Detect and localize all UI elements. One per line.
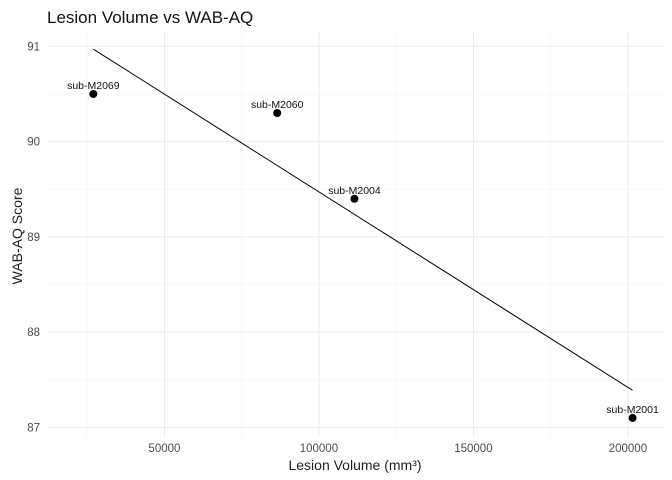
data-point [89, 89, 98, 98]
data-point [350, 194, 359, 203]
point-label: sub-M2069 [67, 80, 120, 92]
data-point [273, 109, 282, 117]
trend-line [93, 48, 633, 391]
x-tick-label: 50000 [148, 443, 180, 455]
data-point [628, 413, 637, 422]
x-tick-label: 150000 [454, 443, 492, 455]
y-axis-title: WAB-AQ Score [9, 187, 25, 284]
chart-title: Lesion Volume vs WAB-AQ [47, 8, 253, 27]
x-tick-label: 100000 [300, 443, 338, 455]
y-tick-labels: 87 88 89 90 91 [27, 41, 40, 434]
point-label: sub-M2001 [606, 404, 659, 416]
x-tick-labels: 50000 100000 150000 200000 [148, 443, 647, 455]
y-tick-label: 88 [27, 327, 40, 339]
y-tick-label: 87 [27, 422, 40, 434]
trend-line-layer [93, 48, 633, 391]
y-tick-label: 89 [27, 232, 40, 244]
grid [47, 32, 665, 437]
x-axis-title: Lesion Volume (mm³) [288, 457, 421, 473]
points-layer: sub-M2069 sub-M2060 sub-M2004 sub-M2001 [67, 80, 659, 422]
point-label: sub-M2004 [328, 185, 381, 197]
y-tick-label: 91 [27, 41, 40, 53]
point-label: sub-M2060 [251, 99, 304, 111]
y-tick-label: 90 [27, 137, 40, 149]
x-tick-label: 200000 [609, 443, 647, 455]
